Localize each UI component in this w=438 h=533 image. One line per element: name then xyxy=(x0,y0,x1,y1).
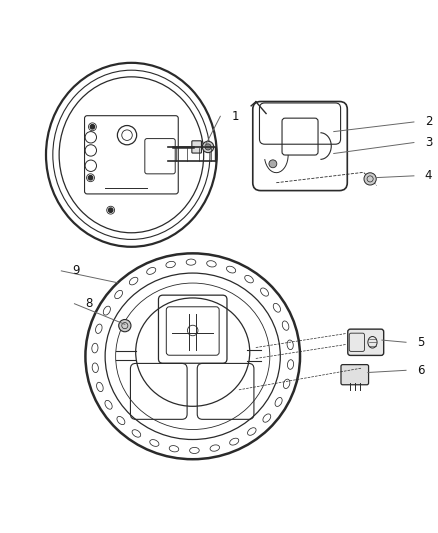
Text: 9: 9 xyxy=(72,264,80,277)
Circle shape xyxy=(88,175,93,180)
FancyBboxPatch shape xyxy=(341,365,369,385)
Text: 4: 4 xyxy=(425,169,432,182)
Circle shape xyxy=(90,125,95,129)
Circle shape xyxy=(205,144,211,150)
Circle shape xyxy=(364,173,376,185)
Text: 6: 6 xyxy=(417,364,424,377)
Text: 8: 8 xyxy=(85,297,93,310)
Circle shape xyxy=(109,208,113,212)
Text: 1: 1 xyxy=(231,110,239,123)
Text: 3: 3 xyxy=(425,136,432,149)
Text: 5: 5 xyxy=(417,336,424,349)
Circle shape xyxy=(119,319,131,332)
Circle shape xyxy=(202,141,214,152)
Circle shape xyxy=(269,160,277,168)
FancyBboxPatch shape xyxy=(348,329,384,356)
Text: 2: 2 xyxy=(425,116,432,128)
FancyBboxPatch shape xyxy=(192,141,201,153)
